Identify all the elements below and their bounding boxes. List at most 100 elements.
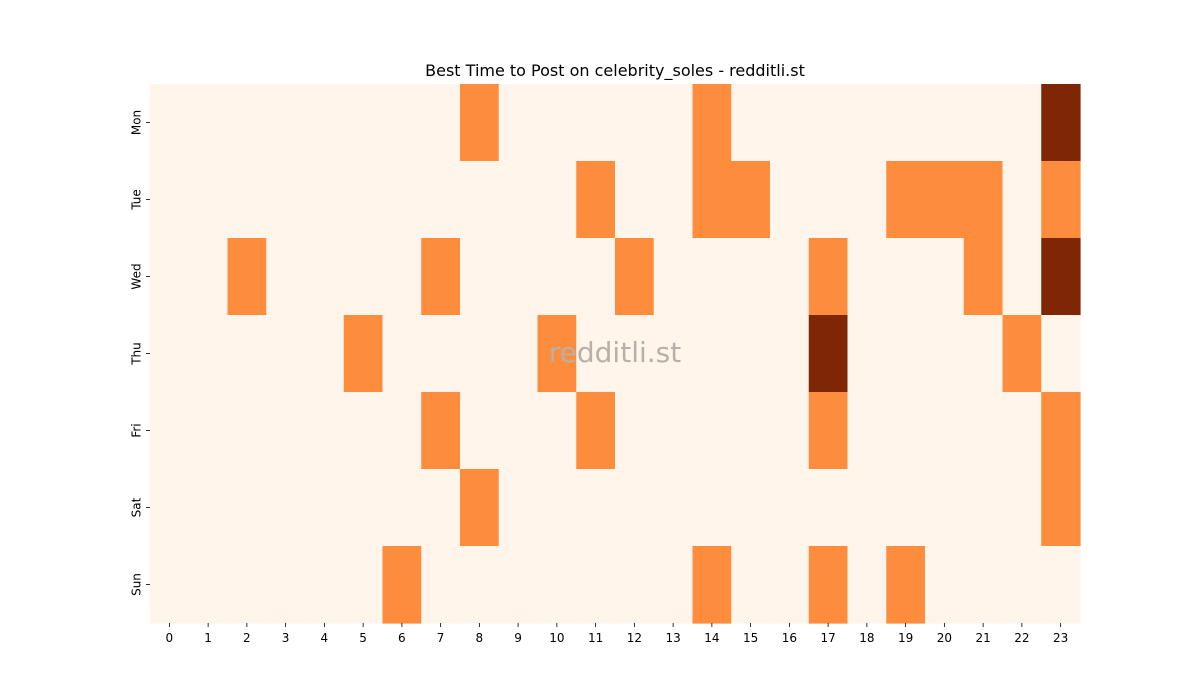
heatmap-cell-wed-19 xyxy=(886,238,926,316)
y-tick-label-fri: Fri xyxy=(130,423,144,437)
heatmap-cell-mon-9 xyxy=(498,84,539,162)
heatmap-cell-tue-4 xyxy=(305,161,345,239)
heatmap-cell-thu-22 xyxy=(1002,315,1042,393)
heatmap-cell-fri-21 xyxy=(963,392,1004,470)
heatmap-cell-sun-5 xyxy=(343,546,384,624)
heatmap-cell-sun-14 xyxy=(692,546,732,624)
heatmap-cell-tue-14 xyxy=(692,161,732,239)
heatmap-cell-sat-21 xyxy=(963,469,1004,547)
y-tick-label-mon: Mon xyxy=(130,110,144,135)
x-tick-label-18: 18 xyxy=(859,631,874,645)
heatmap-cell-sun-20 xyxy=(925,546,965,624)
heatmap-cell-wed-1 xyxy=(188,238,229,316)
heatmap-cell-sun-8 xyxy=(460,546,500,624)
heatmap-cell-tue-22 xyxy=(1002,161,1042,239)
heatmap-cell-tue-19 xyxy=(886,161,926,239)
heatmap-cell-wed-4 xyxy=(305,238,345,316)
heatmap-cell-fri-8 xyxy=(460,392,500,470)
heatmap-cell-sat-12 xyxy=(615,469,655,547)
heatmap-cell-wed-18 xyxy=(847,238,887,316)
heatmap-cell-thu-15 xyxy=(731,315,771,393)
heatmap-cell-fri-19 xyxy=(886,392,926,470)
x-tick-label-16: 16 xyxy=(782,631,797,645)
heatmap-cell-fri-0 xyxy=(150,392,190,470)
heatmap-cell-tue-5 xyxy=(343,161,384,239)
heatmap-cell-sat-11 xyxy=(576,469,616,547)
heatmap-cell-fri-13 xyxy=(653,392,694,470)
x-tick-label-0: 0 xyxy=(166,631,174,645)
heatmap-cell-sun-21 xyxy=(963,546,1004,624)
heatmap-cell-tue-0 xyxy=(150,161,190,239)
heatmap-cell-sun-17 xyxy=(808,546,849,624)
heatmap-cell-tue-12 xyxy=(615,161,655,239)
heatmap-cell-mon-19 xyxy=(886,84,926,162)
heatmap-cell-sun-13 xyxy=(653,546,694,624)
heatmap-cell-thu-19 xyxy=(886,315,926,393)
heatmap-cell-fri-7 xyxy=(421,392,461,470)
heatmap-cell-tue-20 xyxy=(925,161,965,239)
heatmap-cell-tue-23 xyxy=(1041,161,1081,239)
heatmap-cell-mon-21 xyxy=(963,84,1004,162)
x-tick-label-15: 15 xyxy=(743,631,758,645)
x-tick-label-11: 11 xyxy=(588,631,603,645)
heatmap-cell-mon-11 xyxy=(576,84,616,162)
chart-title: Best Time to Post on celebrity_soles - r… xyxy=(425,61,805,81)
heatmap-cell-thu-5 xyxy=(343,315,384,393)
heatmap-cell-fri-17 xyxy=(808,392,849,470)
heatmap-cell-sun-23 xyxy=(1041,546,1081,624)
x-tick-label-12: 12 xyxy=(627,631,642,645)
heatmap-cell-wed-8 xyxy=(460,238,500,316)
heatmap-cell-sun-0 xyxy=(150,546,190,624)
heatmap-cell-wed-14 xyxy=(692,238,732,316)
heatmap-cell-tue-15 xyxy=(731,161,771,239)
heatmap-cell-thu-14 xyxy=(692,315,732,393)
x-axis: 0 1 2 3 4 5 6 7 8 9 10 11 12 13 14 15 16 17 18 19 20 21 22 23 xyxy=(166,623,1068,645)
heatmap-cell-fri-5 xyxy=(343,392,384,470)
heatmap-cell-sat-22 xyxy=(1002,469,1042,547)
heatmap-cell-tue-7 xyxy=(421,161,461,239)
heatmap-cell-sun-9 xyxy=(498,546,539,624)
heatmap-cell-mon-6 xyxy=(382,84,422,162)
heatmap-cell-sat-16 xyxy=(770,469,810,547)
heatmap-cell-fri-9 xyxy=(498,392,539,470)
heatmap-cell-fri-11 xyxy=(576,392,616,470)
heatmap-cell-sun-18 xyxy=(847,546,887,624)
heatmap-cell-mon-5 xyxy=(343,84,384,162)
heatmap-cell-sat-0 xyxy=(150,469,190,547)
heatmap-cell-wed-15 xyxy=(731,238,771,316)
heatmap-cell-tue-6 xyxy=(382,161,422,239)
heatmap-cell-mon-14 xyxy=(692,84,732,162)
x-tick-label-8: 8 xyxy=(476,631,484,645)
y-tick-label-sat: Sat xyxy=(130,497,144,517)
heatmap-cell-thu-4 xyxy=(305,315,345,393)
x-tick-label-5: 5 xyxy=(359,631,367,645)
heatmap-cell-tue-13 xyxy=(653,161,694,239)
heatmap-cell-fri-18 xyxy=(847,392,887,470)
heatmap-cell-wed-9 xyxy=(498,238,539,316)
heatmap-cell-mon-7 xyxy=(421,84,461,162)
heatmap-cell-sun-6 xyxy=(382,546,422,624)
heatmap-cell-thu-18 xyxy=(847,315,887,393)
heatmap-cell-sat-3 xyxy=(266,469,306,547)
heatmap-cell-thu-13 xyxy=(653,315,694,393)
heatmap-cell-thu-6 xyxy=(382,315,422,393)
heatmap-cell-sat-2 xyxy=(227,469,267,547)
x-tick-label-3: 3 xyxy=(282,631,290,645)
heatmap-cell-fri-2 xyxy=(227,392,267,470)
heatmap-cell-tue-11 xyxy=(576,161,616,239)
y-tick-label-tue: Tue xyxy=(130,189,144,211)
x-tick-label-19: 19 xyxy=(898,631,913,645)
heatmap-cell-fri-20 xyxy=(925,392,965,470)
x-tick-label-17: 17 xyxy=(820,631,835,645)
heatmap-cell-sat-5 xyxy=(343,469,384,547)
y-axis: Mon Tue Wed Thu Fri Sat Sun xyxy=(130,110,150,596)
heatmap-cell-wed-3 xyxy=(266,238,306,316)
heatmap-cell-sun-19 xyxy=(886,546,926,624)
heatmap-cell-fri-10 xyxy=(537,392,577,470)
y-tick-label-thu: Thu xyxy=(130,342,144,366)
heatmap-cell-wed-20 xyxy=(925,238,965,316)
heatmap-cell-sun-22 xyxy=(1002,546,1042,624)
heatmap-cell-thu-10 xyxy=(537,315,577,393)
heatmap-cell-sat-14 xyxy=(692,469,732,547)
